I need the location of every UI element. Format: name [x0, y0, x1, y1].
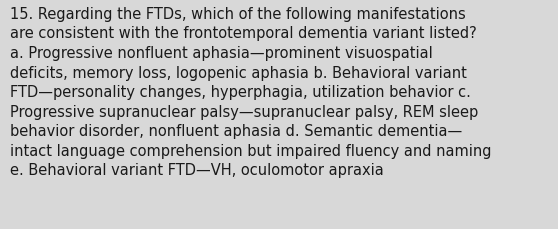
- Text: 15. Regarding the FTDs, which of the following manifestations
are consistent wit: 15. Regarding the FTDs, which of the fol…: [10, 7, 492, 178]
